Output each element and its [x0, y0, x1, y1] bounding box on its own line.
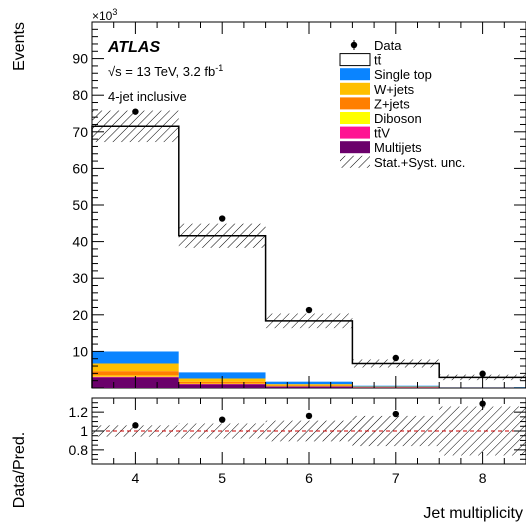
- x-axis-title: Jet multiplicity: [423, 505, 523, 522]
- ratio-band-bin-4: [439, 406, 526, 456]
- legend-item-tt-v: tt̄V: [340, 126, 390, 141]
- ratio-y-tick-label-1: 1: [80, 423, 88, 439]
- y-tick-label-10: 10: [72, 343, 88, 359]
- y-axis-multiplier-base: ×10: [92, 9, 113, 23]
- data-point-5: [219, 215, 226, 222]
- energy-luminosity-label: √s = 13 TeV, 3.2 fb-1: [108, 63, 223, 79]
- data-point-8: [479, 370, 486, 377]
- legend-label: Single top: [374, 67, 432, 82]
- legend-swatch: [340, 126, 370, 139]
- legend-label: Data: [374, 38, 402, 53]
- ratio-y-axis-title: Data/Pred.: [11, 432, 28, 508]
- experiment-label: ATLAS: [107, 39, 160, 56]
- legend-swatch: [340, 82, 370, 95]
- ratio-points: [132, 400, 486, 429]
- y-tick-label-30: 30: [72, 270, 88, 286]
- y-axis: 10 20 30 40 50 60 70 80 90: [72, 21, 526, 389]
- x-axis: 4 5 6 7 8: [91, 398, 526, 486]
- stack-bar-3-0: [92, 371, 179, 376]
- ratio-y-tick-label-1.2: 1.2: [69, 404, 89, 420]
- y-tick-label-80: 80: [72, 87, 88, 103]
- ratio-point-6: [305, 412, 313, 420]
- data-layer: [132, 108, 486, 377]
- x-axis-ticks-main: [91, 22, 526, 388]
- energy-luminosity-exp: -1: [215, 63, 223, 73]
- legend-label: Stat.+Syst. unc.: [374, 155, 465, 170]
- selection-label: 4-jet inclusive: [108, 89, 187, 104]
- data-point-6: [305, 306, 313, 314]
- x-tick-label-4: 4: [132, 470, 140, 486]
- ratio-point-4: [132, 422, 139, 429]
- ratio-band-bin-1: [178, 423, 266, 439]
- data-point-4: [132, 108, 139, 115]
- legend-label: tt̄: [374, 53, 382, 68]
- legend-item-single-top: Single top: [340, 67, 432, 82]
- ratio-point-5: [219, 416, 226, 423]
- legend-item-data: Data: [350, 38, 402, 53]
- total-prediction-line: [91, 125, 526, 388]
- main-panel: 10 20 30 40 50 60 70 80 90 Events ×103 ATLAS √s …: [11, 7, 526, 389]
- legend-item-diboson: Diboson: [340, 111, 422, 126]
- stack-bar-6-1: [178, 235, 266, 373]
- legend-hatch-swatch: [340, 155, 370, 168]
- stack-layer: [92, 126, 526, 388]
- y-tick-label-20: 20: [72, 307, 88, 323]
- total-layer: [91, 125, 526, 388]
- legend-item-stat-syst-unc-: Stat.+Syst. unc.: [340, 155, 465, 170]
- stack-bar-6-2: [265, 320, 353, 382]
- y-tick-label-40: 40: [72, 234, 88, 250]
- legend-swatch: [339, 53, 371, 67]
- legend-item-w-jets: W+jets: [340, 82, 415, 97]
- x-tick-label-6: 6: [305, 470, 313, 486]
- stack-bar-6-3: [352, 363, 440, 386]
- legend-swatch: [340, 68, 370, 81]
- ratio-y-tick-label-0.8: 0.8: [69, 442, 89, 458]
- legend-item-multijets: Multijets: [340, 140, 422, 155]
- legend-label: Z+jets: [374, 96, 410, 111]
- x-tick-label-8: 8: [479, 470, 487, 486]
- ratio-panel: 0.8 1 1.2 4 5 6 7 8 Data/Pred.: [11, 397, 526, 508]
- y-axis-multiplier-exp: 3: [112, 7, 117, 17]
- y-tick-label-50: 50: [72, 197, 88, 213]
- legend-item-tt-: tt̄: [339, 53, 382, 68]
- legend-label: tt̄V: [374, 126, 390, 141]
- stack-bar-5-1: [178, 372, 266, 379]
- y-axis-title: Events: [11, 22, 28, 71]
- legend-swatch: [340, 141, 370, 154]
- y-tick-label-70: 70: [72, 124, 88, 140]
- x-tick-label-5: 5: [218, 470, 226, 486]
- stack-bar-5-0: [92, 351, 179, 364]
- legend-swatch: [340, 112, 370, 124]
- y-axis-multiplier: ×103: [92, 7, 117, 23]
- legend-label: Multijets: [374, 140, 422, 155]
- data-point-7: [392, 354, 399, 362]
- legend-swatch: [340, 97, 370, 110]
- y-tick-label-60: 60: [72, 160, 88, 176]
- stack-bar-6-0: [92, 126, 179, 352]
- ratio-y-axis: 0.8 1 1.2: [69, 402, 526, 460]
- x-tick-label-7: 7: [392, 470, 400, 486]
- y-tick-label-90: 90: [72, 51, 88, 67]
- legend-label: W+jets: [374, 82, 415, 97]
- ratio-point-7: [392, 410, 399, 418]
- stack-bar-4-0: [92, 363, 179, 372]
- legend-label: Diboson: [374, 111, 422, 126]
- energy-luminosity-main: √s = 13 TeV, 3.2 fb: [108, 64, 215, 79]
- legend-item-z-jets: Z+jets: [340, 96, 410, 111]
